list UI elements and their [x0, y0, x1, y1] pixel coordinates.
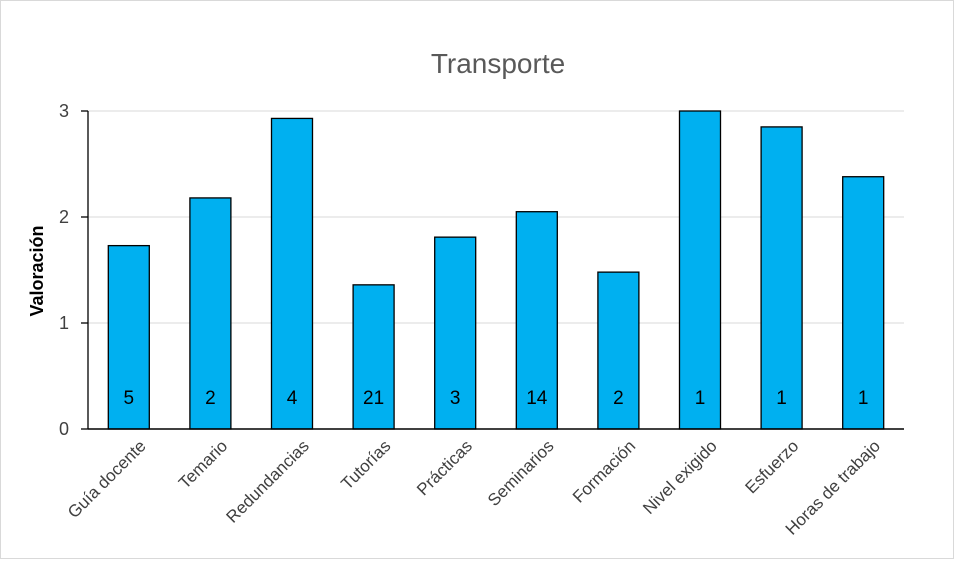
y-tick-labels: 0 1 2 3	[59, 101, 69, 439]
y-tick-label: 1	[59, 313, 69, 333]
bar-data-label: 21	[363, 388, 384, 409]
bar	[270, 117, 314, 430]
x-tick-label: Temario	[175, 436, 231, 492]
x-tick-label: Formación	[569, 436, 639, 506]
bar	[107, 244, 150, 430]
bar-data-label: 2	[205, 388, 216, 409]
bar-data-label: 4	[287, 388, 298, 409]
bar-data-label: 2	[613, 388, 624, 409]
x-tick-label: Esfuerzo	[742, 436, 803, 497]
bar	[189, 197, 232, 430]
x-tick-label: Seminarios	[484, 436, 558, 510]
x-tick-label: Nivel exigido	[639, 436, 721, 518]
x-tick-label: Redundancias	[223, 436, 313, 526]
bar	[352, 284, 395, 430]
x-tick-label: Tutorías	[337, 436, 394, 493]
axes	[81, 110, 904, 430]
bar-data-label: 1	[858, 388, 869, 409]
y-axis-label: Valoración	[27, 225, 47, 316]
y-tick-label: 0	[59, 419, 69, 439]
bar-data-label: 5	[124, 388, 135, 409]
chart-title: Transporte	[431, 48, 565, 79]
y-tick-label: 3	[59, 101, 69, 121]
bar-data-label: 3	[450, 388, 461, 409]
bar-data-label: 1	[695, 388, 706, 409]
x-tick-label: Prácticas	[413, 436, 476, 499]
bar	[760, 126, 803, 430]
bar-data-label: 14	[526, 388, 548, 409]
bar	[678, 110, 722, 430]
bar	[842, 176, 885, 430]
bar-data-label: 1	[776, 388, 787, 409]
data-labels: 5 2 4 21 3 14 2 1 1 1	[124, 388, 869, 409]
x-tick-label: Guía docente	[64, 436, 150, 522]
bars	[107, 110, 885, 430]
y-tick-label: 2	[59, 207, 69, 227]
